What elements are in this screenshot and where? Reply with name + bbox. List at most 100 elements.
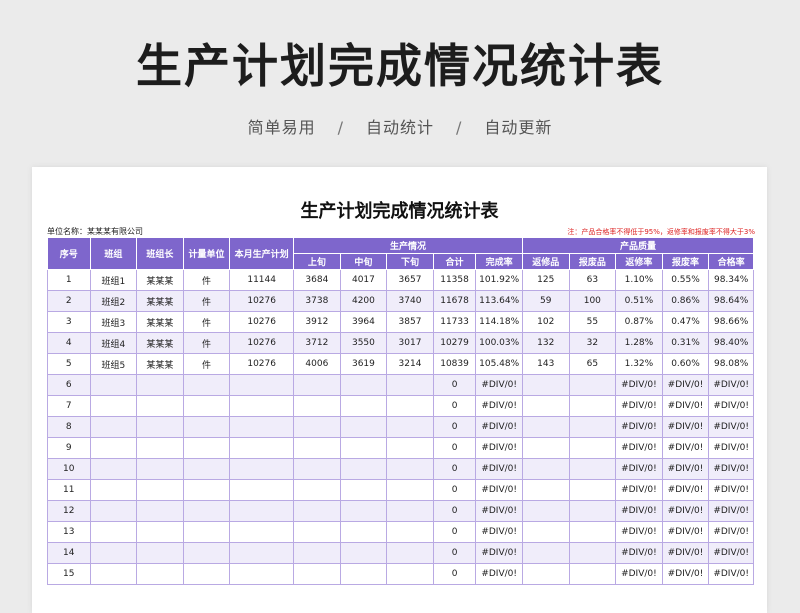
cell-total[interactable]: 0: [432, 542, 477, 564]
cell-first[interactable]: 3684: [293, 269, 341, 291]
cell-plan[interactable]: [229, 395, 295, 417]
cell-scrap-qty[interactable]: [568, 500, 617, 522]
cell-completion[interactable]: #DIV/0!: [475, 416, 523, 438]
cell-last[interactable]: [386, 500, 434, 522]
cell-team[interactable]: [89, 563, 138, 585]
cell-plan[interactable]: [229, 500, 295, 522]
cell-repair-rate[interactable]: #DIV/0!: [615, 374, 663, 396]
cell-repair-qty[interactable]: 132: [521, 332, 570, 354]
cell-repair-rate[interactable]: #DIV/0!: [615, 416, 663, 438]
cell-seq[interactable]: 10: [47, 458, 91, 480]
cell-unit[interactable]: 件: [182, 290, 231, 312]
cell-leader[interactable]: [136, 542, 184, 564]
cell-team[interactable]: 班组1: [89, 269, 138, 291]
cell-seq[interactable]: 9: [47, 437, 91, 459]
cell-repair-qty[interactable]: [521, 563, 570, 585]
cell-team[interactable]: [89, 437, 138, 459]
cell-pass-rate[interactable]: 98.34%: [708, 269, 754, 291]
cell-pass-rate[interactable]: #DIV/0!: [708, 542, 754, 564]
cell-scrap-rate[interactable]: #DIV/0!: [661, 374, 710, 396]
cell-team[interactable]: 班组3: [89, 311, 138, 333]
cell-last[interactable]: [386, 437, 434, 459]
cell-mid[interactable]: [339, 563, 388, 585]
cell-repair-qty[interactable]: [521, 458, 570, 480]
cell-unit[interactable]: 件: [182, 353, 231, 375]
cell-unit[interactable]: [182, 521, 231, 543]
cell-mid[interactable]: 3964: [339, 311, 388, 333]
cell-scrap-qty[interactable]: [568, 479, 617, 501]
cell-seq[interactable]: 2: [47, 290, 91, 312]
cell-team[interactable]: [89, 416, 138, 438]
cell-repair-qty[interactable]: [521, 542, 570, 564]
cell-leader[interactable]: 某某某: [136, 353, 184, 375]
cell-team[interactable]: 班组2: [89, 290, 138, 312]
cell-scrap-qty[interactable]: 32: [568, 332, 617, 354]
cell-scrap-qty[interactable]: [568, 542, 617, 564]
cell-mid[interactable]: 3550: [339, 332, 388, 354]
cell-unit[interactable]: [182, 500, 231, 522]
cell-seq[interactable]: 15: [47, 563, 91, 585]
cell-scrap-rate[interactable]: #DIV/0!: [661, 563, 710, 585]
cell-first[interactable]: [293, 416, 341, 438]
cell-mid[interactable]: 3619: [339, 353, 388, 375]
cell-leader[interactable]: [136, 374, 184, 396]
cell-first[interactable]: [293, 395, 341, 417]
cell-total[interactable]: 10839: [432, 353, 477, 375]
cell-plan[interactable]: 10276: [229, 332, 295, 354]
cell-completion[interactable]: #DIV/0!: [475, 521, 523, 543]
cell-scrap-qty[interactable]: [568, 458, 617, 480]
cell-mid[interactable]: [339, 437, 388, 459]
cell-leader[interactable]: 某某某: [136, 332, 184, 354]
cell-mid[interactable]: 4200: [339, 290, 388, 312]
cell-scrap-qty[interactable]: [568, 374, 617, 396]
cell-pass-rate[interactable]: #DIV/0!: [708, 437, 754, 459]
cell-last[interactable]: [386, 374, 434, 396]
cell-team[interactable]: [89, 500, 138, 522]
cell-scrap-rate[interactable]: 0.60%: [661, 353, 710, 375]
cell-completion[interactable]: #DIV/0!: [475, 374, 523, 396]
cell-plan[interactable]: [229, 458, 295, 480]
cell-completion[interactable]: 114.18%: [475, 311, 523, 333]
cell-scrap-qty[interactable]: [568, 395, 617, 417]
cell-repair-rate[interactable]: 0.51%: [615, 290, 663, 312]
cell-plan[interactable]: [229, 521, 295, 543]
cell-unit[interactable]: [182, 374, 231, 396]
cell-team[interactable]: [89, 479, 138, 501]
cell-plan[interactable]: [229, 374, 295, 396]
cell-seq[interactable]: 6: [47, 374, 91, 396]
cell-plan[interactable]: [229, 542, 295, 564]
cell-scrap-rate[interactable]: #DIV/0!: [661, 479, 710, 501]
cell-scrap-qty[interactable]: [568, 563, 617, 585]
cell-last[interactable]: [386, 395, 434, 417]
cell-pass-rate[interactable]: #DIV/0!: [708, 563, 754, 585]
cell-pass-rate[interactable]: #DIV/0!: [708, 521, 754, 543]
cell-scrap-rate[interactable]: #DIV/0!: [661, 521, 710, 543]
cell-pass-rate[interactable]: #DIV/0!: [708, 479, 754, 501]
cell-repair-rate[interactable]: 0.87%: [615, 311, 663, 333]
cell-repair-rate[interactable]: #DIV/0!: [615, 395, 663, 417]
cell-team[interactable]: [89, 542, 138, 564]
cell-unit[interactable]: [182, 563, 231, 585]
cell-mid[interactable]: [339, 395, 388, 417]
cell-first[interactable]: [293, 479, 341, 501]
cell-completion[interactable]: #DIV/0!: [475, 563, 523, 585]
cell-total[interactable]: 0: [432, 479, 477, 501]
cell-repair-rate[interactable]: 1.28%: [615, 332, 663, 354]
cell-team[interactable]: 班组4: [89, 332, 138, 354]
cell-scrap-rate[interactable]: 0.86%: [661, 290, 710, 312]
cell-first[interactable]: 3738: [293, 290, 341, 312]
cell-total[interactable]: 0: [432, 500, 477, 522]
cell-scrap-qty[interactable]: 63: [568, 269, 617, 291]
cell-unit[interactable]: [182, 458, 231, 480]
cell-mid[interactable]: [339, 374, 388, 396]
cell-repair-rate[interactable]: #DIV/0!: [615, 563, 663, 585]
cell-mid[interactable]: [339, 458, 388, 480]
cell-repair-rate[interactable]: #DIV/0!: [615, 437, 663, 459]
cell-team[interactable]: 班组5: [89, 353, 138, 375]
cell-completion[interactable]: #DIV/0!: [475, 437, 523, 459]
cell-repair-qty[interactable]: 125: [521, 269, 570, 291]
cell-unit[interactable]: 件: [182, 269, 231, 291]
cell-scrap-rate[interactable]: #DIV/0!: [661, 395, 710, 417]
cell-scrap-rate[interactable]: #DIV/0!: [661, 500, 710, 522]
cell-unit[interactable]: [182, 416, 231, 438]
